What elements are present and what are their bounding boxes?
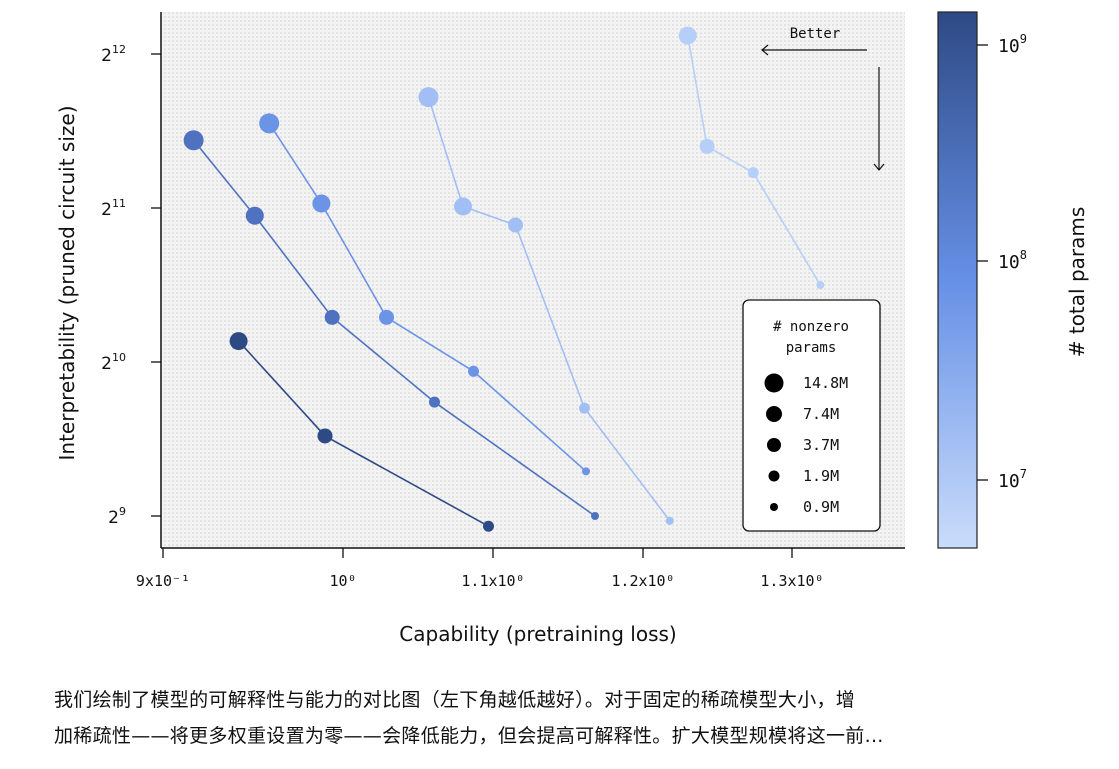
data-point xyxy=(183,130,204,151)
series-1 xyxy=(229,332,494,532)
colorbar-tick-base: 10 xyxy=(998,252,1020,273)
y-tick-exponent: 11 xyxy=(112,197,126,210)
down-arrow-icon xyxy=(873,67,885,171)
y-tick-label: 29 xyxy=(108,505,126,528)
data-point xyxy=(665,516,674,525)
data-point xyxy=(418,87,439,108)
y-tick-base: 2 xyxy=(101,46,112,66)
series-5 xyxy=(678,26,825,290)
data-point xyxy=(324,309,340,325)
interpretability-vs-capability-chart: 9x10⁻¹ 10⁰ 1.1x10⁰ 1.2x10⁰ 1.3x10⁰ 292102112… xyxy=(55,11,1089,646)
series-2 xyxy=(183,130,599,520)
colorbar-tick-exponent: 9 xyxy=(1020,32,1027,46)
legend-title-line2: params xyxy=(786,340,837,356)
colorbar-tick-base: 10 xyxy=(998,36,1020,57)
figure-caption: 我们绘制了模型的可解释性与能力的对比图（左下角越低越好）。对于固定的稀疏模型大小… xyxy=(54,682,1104,754)
series-line xyxy=(686,35,821,286)
x-axis-label: Capability (pretraining loss) xyxy=(399,622,676,646)
y-tick-base: 2 xyxy=(108,508,119,528)
legend-size-marker xyxy=(767,438,781,452)
y-tick-exponent: 9 xyxy=(119,505,126,518)
data-point xyxy=(429,396,440,408)
data-point xyxy=(582,467,590,476)
x-tick-label: 1.2x10⁰ xyxy=(611,572,674,590)
colorbar-tick-label: 109 xyxy=(998,32,1027,57)
data-point xyxy=(591,512,599,520)
y-tick-exponent: 10 xyxy=(112,351,126,364)
better-annotation: Better xyxy=(790,26,841,42)
legend-size-marker xyxy=(766,406,782,422)
series-4 xyxy=(418,87,674,525)
x-tick-label: 1.3x10⁰ xyxy=(760,572,823,590)
data-point xyxy=(312,194,331,213)
y-tick-label: 210 xyxy=(101,351,126,374)
legend-size-label: 7.4M xyxy=(803,405,839,423)
left-arrow-icon xyxy=(761,44,867,56)
data-point xyxy=(259,113,280,134)
data-point xyxy=(379,309,394,325)
caption-line-1: 我们绘制了模型的可解释性与能力的对比图（左下角越低越好）。对于固定的稀疏模型大小… xyxy=(54,689,856,711)
colorbar-label: # total params xyxy=(1065,207,1089,358)
colorbar-tick-label: 108 xyxy=(998,248,1027,273)
series-layer xyxy=(183,26,825,532)
x-tick-label: 9x10⁻¹ xyxy=(136,572,190,590)
colorbar-tick-exponent: 7 xyxy=(1020,467,1027,481)
data-point xyxy=(508,217,523,233)
data-point xyxy=(483,520,494,532)
data-point xyxy=(699,138,715,154)
data-point xyxy=(747,167,759,179)
legend-size-label: 1.9M xyxy=(803,467,839,485)
data-point xyxy=(468,365,479,377)
data-point xyxy=(245,206,264,225)
legend-size-marker xyxy=(770,503,778,511)
y-tick-exponent: 12 xyxy=(112,43,126,56)
data-point xyxy=(229,332,248,351)
y-tick-base: 2 xyxy=(101,354,112,374)
y-tick-base: 2 xyxy=(101,200,112,220)
colorbar-tick-base: 10 xyxy=(998,471,1020,492)
size-legend: # nonzero params 14.8M 7.4M 3.7M 1.9M 0.9M xyxy=(742,299,881,532)
x-ticks: 9x10⁻¹ 10⁰ 1.1x10⁰ 1.2x10⁰ 1.3x10⁰ xyxy=(136,548,824,590)
y-axis-label: Interpretability (pruned circuit size) xyxy=(55,106,79,461)
data-point xyxy=(678,26,697,45)
legend-size-marker xyxy=(768,470,780,482)
x-tick-label: 10⁰ xyxy=(329,572,356,590)
legend-title-line1: # nonzero xyxy=(773,319,849,335)
legend-size-label: 3.7M xyxy=(803,436,839,454)
legend-size-label: 14.8M xyxy=(803,374,848,392)
y-tick-label: 212 xyxy=(101,43,126,66)
data-point xyxy=(816,281,825,290)
colorbar-tick-label: 107 xyxy=(998,467,1027,492)
data-point xyxy=(454,197,472,216)
colorbar-tick-exponent: 8 xyxy=(1020,248,1027,262)
legend-size-marker xyxy=(764,373,784,393)
caption-line-2: 加稀疏性——将更多权重设置为零——会降低能力，但会提高可解释性。扩大模型规模将这… xyxy=(54,725,884,747)
data-point xyxy=(317,428,333,444)
data-point xyxy=(579,402,590,414)
legend-size-label: 0.9M xyxy=(803,498,839,516)
y-tick-label: 211 xyxy=(101,197,126,220)
x-tick-label: 1.1x10⁰ xyxy=(461,572,524,590)
colorbar-gradient xyxy=(937,11,978,549)
series-3 xyxy=(259,113,590,476)
